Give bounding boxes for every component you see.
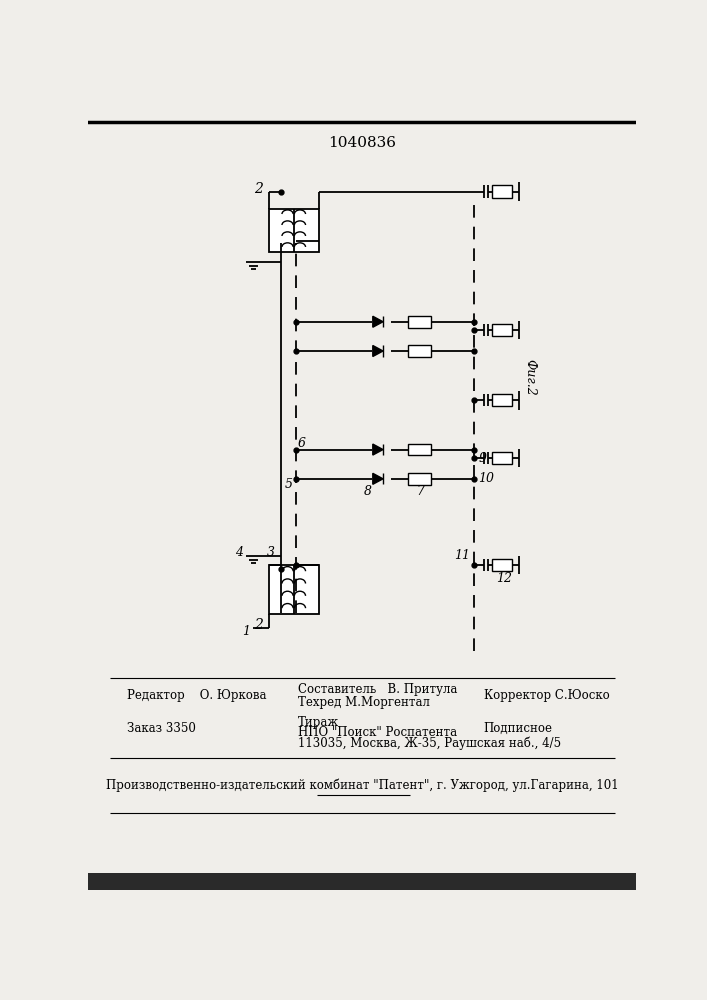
Polygon shape [373,345,383,357]
Text: Подписное: Подписное [484,722,553,735]
Bar [492,452,513,464]
Polygon shape [373,473,383,484]
Text: Редактор    О. Юркова: Редактор О. Юркова [127,689,267,702]
Bar [408,444,431,455]
Text: 12: 12 [496,572,512,585]
Bar [492,185,513,198]
Text: Составитель   В. Притула: Составитель В. Притула [298,683,457,696]
Text: Заказ 3350: Заказ 3350 [127,722,196,735]
Text: Корректор С.Юоско: Корректор С.Юоско [484,689,609,702]
Text: 9: 9 [478,452,486,465]
Text: 113035, Москва, Ж-35, Раушская наб., 4/5: 113035, Москва, Ж-35, Раушская наб., 4/5 [298,737,561,750]
Text: НПО "Поиск" Роспатента: НПО "Поиск" Роспатента [298,726,457,739]
Polygon shape [373,444,383,455]
Bar [408,473,431,485]
Text: 4: 4 [235,546,243,559]
Text: 8: 8 [363,485,371,498]
Text: 10: 10 [478,472,494,485]
Bar [408,316,431,328]
Bar [88,873,636,890]
Text: Производственно-издательский комбинат "Патент", г. Ужгород, ул.Гагарина, 101: Производственно-издательский комбинат "П… [105,779,618,792]
Text: 2: 2 [254,618,263,632]
Bar [492,324,513,336]
Text: Тираж: Тираж [298,716,339,729]
Bar [492,394,513,406]
Text: 2: 2 [254,182,263,196]
Bar [492,559,513,571]
Text: 1040836: 1040836 [328,136,396,150]
Bar [269,565,319,614]
Text: Техред М.Моргентал: Техред М.Моргентал [298,696,429,709]
Bar [408,345,431,357]
Polygon shape [373,316,383,327]
Text: 6: 6 [298,437,305,450]
Text: 11: 11 [455,549,470,562]
Bar [269,209,319,252]
Text: Фиг.2: Фиг.2 [524,359,537,396]
Text: 5: 5 [285,478,293,491]
Text: 3: 3 [267,546,274,559]
Text: 1: 1 [243,625,250,638]
Text: 7: 7 [417,485,425,498]
